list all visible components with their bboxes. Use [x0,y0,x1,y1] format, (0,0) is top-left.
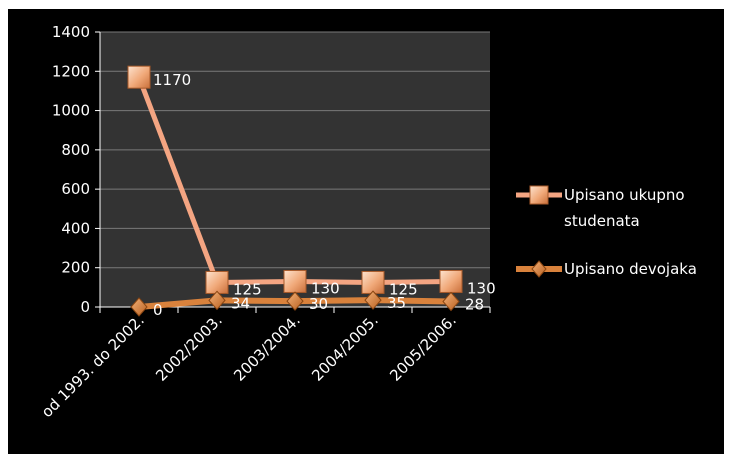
diamond-marker [130,297,148,317]
y-tick-labels: 0 200 400 600 800 1000 1200 1400 [52,23,90,316]
diamond-marker [208,290,226,311]
legend-label: studenata [564,212,640,230]
data-label: 125 [233,280,262,298]
square-marker [127,65,151,89]
legend-square-marker [529,185,549,205]
data-label: 34 [231,294,250,312]
diamond-marker [442,291,460,312]
y-tick-label: 200 [61,259,90,277]
data-labels: 1170 125 130 125 130 0 34 30 35 28 [153,71,496,319]
y-tick-label: 0 [80,298,90,316]
chart-frame: 0 200 400 600 800 1000 1200 1400 od 1993. do 20… [8,9,724,454]
legend-label: Upisano ukupno [564,186,685,204]
square-marker [283,269,307,293]
data-label: 30 [309,295,328,313]
y-tick-label: 1000 [52,102,90,120]
plot-area [100,32,490,307]
x-tick-label: 2005/2006. [386,311,460,385]
x-tick-labels: od 1993. do 2002. 2002/2003. 2003/2004. 200… [38,311,460,421]
x-tick-label: od 1993. do 2002. [38,311,148,421]
y-tick-label: 1200 [52,62,90,80]
data-label: 125 [389,280,418,298]
data-label: 130 [467,279,496,297]
line-chart: 0 200 400 600 800 1000 1200 1400 od 1993. do 20… [38,23,697,421]
legend-label: Upisano devojaka [564,260,697,278]
data-label: 0 [153,301,163,319]
series-markers [127,65,463,317]
x-tick-label: 2003/2004. [230,311,304,385]
x-tick-label: 2002/2003. [152,311,226,385]
x-tick-label: 2004/2005. [308,311,382,385]
diamond-marker [286,291,304,311]
diamond-marker [364,290,382,310]
y-tick-label: 600 [61,180,90,198]
data-label: 35 [387,294,406,312]
data-label: 1170 [153,71,191,89]
square-marker [439,269,463,293]
legend: Upisano ukupno studenata Upisano devojaka [516,185,697,278]
y-tick-label: 1400 [52,23,90,41]
square-marker [205,270,229,294]
square-marker [361,270,385,294]
data-label: 130 [311,279,340,297]
legend-diamond-marker [531,260,547,278]
data-label: 28 [465,296,484,314]
y-tick-label: 400 [61,219,90,237]
y-tick-label: 800 [61,141,90,159]
